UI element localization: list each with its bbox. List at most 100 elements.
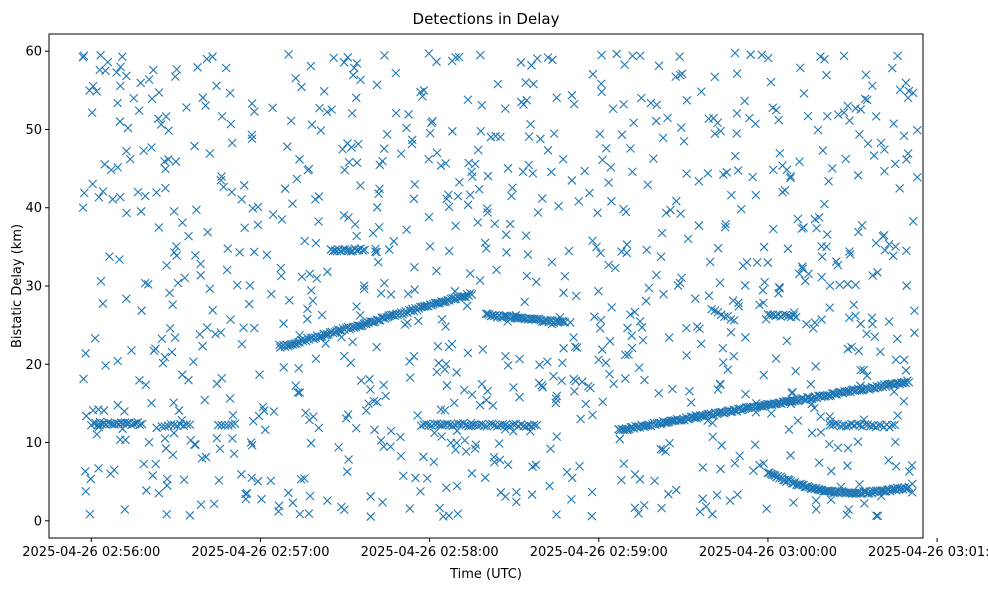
clutter-point xyxy=(188,357,198,367)
clutter-point xyxy=(646,98,656,108)
clutter-point xyxy=(853,227,863,237)
clutter-point xyxy=(570,342,580,352)
clutter-point xyxy=(536,134,545,144)
clutter-point xyxy=(635,51,645,61)
track-point xyxy=(458,419,468,428)
clutter-point xyxy=(843,101,853,111)
clutter-point xyxy=(144,75,154,84)
clutter-point xyxy=(216,175,226,185)
clutter-point xyxy=(147,94,157,104)
clutter-point xyxy=(808,323,818,333)
clutter-point xyxy=(650,476,659,486)
track-point xyxy=(358,246,368,255)
clutter-point xyxy=(492,265,501,275)
clutter-point xyxy=(496,488,506,497)
clutter-point xyxy=(686,398,696,407)
clutter-point xyxy=(149,346,159,356)
clutter-point xyxy=(429,457,439,467)
clutter-point xyxy=(198,93,208,103)
clutter-point xyxy=(424,212,434,222)
clutter-point xyxy=(140,278,150,288)
data-point xyxy=(597,50,606,60)
clutter-point xyxy=(862,329,872,339)
clutter-point xyxy=(437,314,447,324)
clutter-point xyxy=(239,180,249,190)
clutter-point xyxy=(901,366,911,375)
clutter-point xyxy=(140,191,150,201)
clutter-point xyxy=(751,190,761,200)
clutter-point xyxy=(656,252,666,262)
clutter-point xyxy=(295,388,305,397)
clutter-point xyxy=(169,428,179,438)
clutter-point xyxy=(880,145,889,154)
clutter-point xyxy=(246,438,256,447)
clutter-point xyxy=(798,264,807,274)
clutter-point xyxy=(115,117,125,126)
clutter-point xyxy=(716,126,726,136)
data-point xyxy=(912,125,922,135)
clutter-point xyxy=(302,314,312,324)
track-point xyxy=(789,311,798,320)
clutter-point xyxy=(161,444,171,453)
clutter-point xyxy=(729,351,739,361)
clutter-point xyxy=(501,351,510,361)
track-point xyxy=(467,290,477,300)
clutter-point xyxy=(617,247,626,256)
clutter-point xyxy=(254,411,264,421)
clutter-point xyxy=(307,120,317,130)
clutter-point xyxy=(873,511,883,521)
track-point xyxy=(461,292,470,302)
clutter-point xyxy=(522,95,532,105)
y-axis: 0 10 20 30 40 50 60 xyxy=(25,45,49,529)
clutter-point xyxy=(134,106,144,116)
clutter-point xyxy=(520,297,530,307)
clutter-point xyxy=(468,172,477,182)
track-point xyxy=(354,321,364,331)
clutter-point xyxy=(225,88,235,98)
clutter-point xyxy=(424,154,434,164)
clutter-point xyxy=(248,203,258,213)
clutter-point xyxy=(162,260,172,270)
track-point xyxy=(867,488,877,498)
clutter-point xyxy=(728,296,738,306)
clutter-point xyxy=(581,399,591,409)
clutter-point xyxy=(644,283,654,293)
clutter-point xyxy=(620,374,630,383)
clutter-point xyxy=(121,435,130,445)
clutter-point xyxy=(478,345,488,354)
track-point xyxy=(230,419,240,428)
clutter-point xyxy=(639,500,649,510)
clutter-point xyxy=(351,93,361,103)
track-point xyxy=(479,421,489,431)
clutter-point xyxy=(854,346,864,356)
clutter-point xyxy=(844,313,854,323)
clutter-point xyxy=(871,238,881,248)
clutter-point xyxy=(879,230,889,240)
clutter-point xyxy=(410,285,420,295)
clutter-point xyxy=(659,289,668,299)
clutter-point xyxy=(245,281,255,290)
clutter-point xyxy=(871,112,881,121)
clutter-point xyxy=(663,489,673,499)
clutter-point xyxy=(817,315,826,324)
clutter-point xyxy=(407,139,417,149)
clutter-point xyxy=(733,490,742,500)
clutter-point xyxy=(489,452,499,462)
clutter-point xyxy=(447,56,457,66)
clutter-point xyxy=(122,146,131,156)
clutter-point xyxy=(532,54,542,63)
clutter-point xyxy=(87,108,97,118)
clutter-point xyxy=(771,105,781,115)
clutter-point xyxy=(642,245,652,255)
clutter-point xyxy=(262,250,272,260)
track-point xyxy=(871,422,881,432)
clutter-point xyxy=(122,208,131,218)
clutter-point xyxy=(108,194,118,204)
clutter-point xyxy=(255,370,264,380)
clutter-point xyxy=(471,440,481,450)
clutter-point xyxy=(816,427,826,437)
clutter-point xyxy=(396,451,406,461)
clutter-point xyxy=(359,284,369,294)
clutter-point xyxy=(121,71,131,81)
